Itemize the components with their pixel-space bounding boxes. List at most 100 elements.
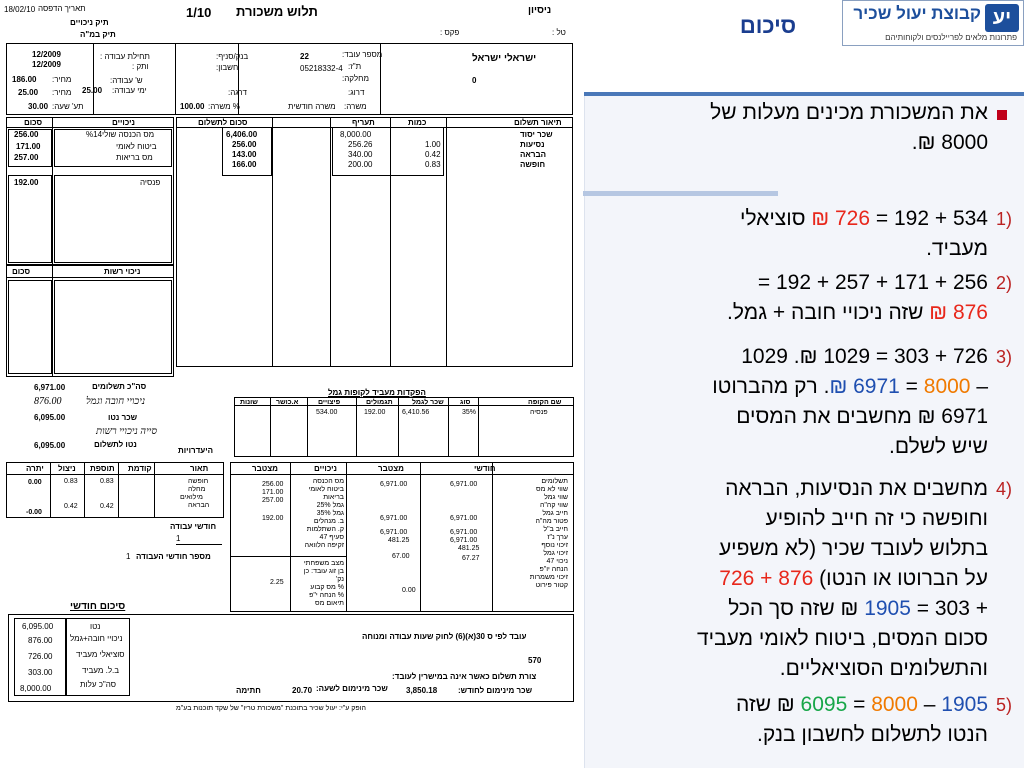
vac-header: ניצול xyxy=(58,464,76,473)
vac-prev: 0.42 xyxy=(64,503,78,510)
text-line: – 8000 = 6971 ₪. רק מהברוטו xyxy=(596,372,988,402)
pay-row-sum: 143.00 xyxy=(232,150,257,159)
cash-label: צורת תשלום כאשר אינה במישרין לעובד: xyxy=(392,672,537,681)
text-line: 876 ₪ שזה ניכויי חובה + גמל. xyxy=(596,298,988,328)
emp-label-3: מחלקה: xyxy=(342,74,369,83)
rate-label: תע' שעה: xyxy=(52,102,84,111)
emp-label-5: משרה: xyxy=(344,102,367,111)
emp-label-4: דרוג: xyxy=(348,88,365,97)
ded-header-desc: ניכויים xyxy=(112,118,135,127)
text-segment: סכום המסים, ביטוח לאומי מעביד xyxy=(697,627,988,650)
employee-box xyxy=(6,43,573,115)
summary-label: סה"כ עלות xyxy=(80,680,116,689)
pay-row-rate: 340.00 xyxy=(348,150,373,159)
total-label: נטו לתשלום xyxy=(94,440,137,449)
tax-info-table xyxy=(230,462,574,612)
print-date-label: תאריך הדפסה xyxy=(38,4,86,13)
text-segment: 6971 ₪ מחשבים את המסים xyxy=(736,405,988,428)
text-line: מחשבים את הנסיעות, הבראה xyxy=(596,474,988,504)
text-line: מעביד. xyxy=(596,234,988,264)
vac-header: יתרה xyxy=(26,464,44,473)
days-value: 25.00 xyxy=(82,86,103,95)
text-line: + 303 = 1905 ₪ שזה סך הכל xyxy=(596,594,988,624)
ded-row-sum: 171.00 xyxy=(16,142,41,151)
text-line: 534 + 192 = 726 ₪ סוציאלי xyxy=(596,204,988,234)
tax-cum: 6,971.00 xyxy=(380,515,408,522)
vac-header: תאור xyxy=(190,464,209,473)
tax-monthly: 67.27 xyxy=(462,555,480,562)
page-title: סיכום xyxy=(739,13,797,38)
text-segment: את המשכורת מכינים מעלות של xyxy=(710,101,988,124)
text-segment: 6971 ₪ xyxy=(829,375,900,398)
pay-header-rate: תעריף xyxy=(352,118,375,127)
text-line: בתלוש לעובד שכיר (לא משפיע xyxy=(596,534,988,564)
gemel-tag: 192.00 xyxy=(364,409,386,416)
page-number: 1/10 xyxy=(186,5,212,20)
total-value: 6,971.00 xyxy=(34,383,66,392)
text-line: סכום המסים, ביטוח לאומי מעביד xyxy=(596,624,988,654)
gemel-title: הפקדות מעביד לקופות גמל xyxy=(328,388,426,397)
tax-cum: 6,971.00 xyxy=(380,481,408,488)
list-item: 726 + 303 = 1029 ₪. 1029 – 8000 = 6971 ₪.… xyxy=(596,342,988,462)
text-segment: והתשלומים הסוציאליים. xyxy=(779,657,988,680)
ded-row-desc: מס בריאות xyxy=(116,153,153,162)
voluntary-table xyxy=(6,265,174,377)
bullet-icon xyxy=(997,110,1007,120)
gemel-name: פנסיה xyxy=(530,409,548,416)
summary-value: 6,095.00 xyxy=(22,622,54,631)
text-segment: 534 + 192 = xyxy=(870,207,988,230)
ded-row-desc: ביטוח לאומי xyxy=(116,142,157,151)
months-label: חודשי עבודה xyxy=(170,522,217,531)
total-value: 6,095.00 xyxy=(34,441,66,450)
signature-label: חתימה xyxy=(236,686,261,695)
gemel-salary: 6,410.56 xyxy=(402,409,430,416)
tax-monthly: 6,971.00 xyxy=(450,515,478,522)
start-value: 12/2009 xyxy=(32,50,61,59)
pay-row-desc: חופשה xyxy=(520,160,546,169)
text-segment: ₪ שזה סך הכל xyxy=(728,597,865,620)
pay-row-desc: שכר יסוד xyxy=(520,130,553,139)
tax-misc-labels: מצב משפחתי בן זוג עובד: כן נק'% מס קבוע% ה… xyxy=(303,560,344,607)
rate-value: 30.00 xyxy=(28,102,49,111)
pay-header-qty: כמות xyxy=(408,118,427,127)
gemel-header: שונות xyxy=(240,399,258,406)
vac-header: קודמת xyxy=(128,464,152,473)
print-date: 18/02/10 xyxy=(4,5,36,14)
total-value: 6,095.00 xyxy=(34,413,66,422)
mehir-label-1: מחיר: xyxy=(52,75,72,84)
gemel-header: שכר לגמל xyxy=(412,399,444,406)
min-hour-value: 20.70 xyxy=(292,686,313,695)
tax-cum: 481.25 xyxy=(388,537,410,544)
pay-row-qty: 0.42 xyxy=(425,150,441,159)
pct-label: % משרה: xyxy=(208,102,240,111)
vac-desc: מחלה xyxy=(188,486,206,493)
law-text: עובד לפי ס 30(א)(6) לחוק שעות עבודה ומנו… xyxy=(362,632,527,641)
days-label: ימי עבודה: xyxy=(112,86,147,95)
text-segment: שיש לשלם. xyxy=(889,435,988,458)
text-segment: = xyxy=(899,375,924,398)
text-segment: 1905 xyxy=(941,693,988,716)
tax-ded-value: 171.00 xyxy=(262,489,284,496)
vac-add: 0.83 xyxy=(100,478,114,485)
text-segment: + 303 = xyxy=(910,597,988,620)
pct-value: 100.00 xyxy=(180,102,205,111)
resh-header-desc: ניכוי רשות xyxy=(104,267,141,276)
list-number: 2) xyxy=(996,273,1013,293)
employee-name: ישראלי ישראל xyxy=(472,53,537,64)
list-number: 5) xyxy=(996,695,1013,715)
text-segment: 8000 xyxy=(923,375,971,398)
tax-monthly: 6,971.00 xyxy=(450,537,478,544)
text-segment: 256 + 171 + 257 + 192 = xyxy=(757,271,988,294)
text-segment: שזה ניכויי חובה + גמל. xyxy=(727,301,930,324)
text-segment: הנטו לתשלום לחשבון בנק. xyxy=(757,723,988,746)
tax-ded-value: 257.00 xyxy=(262,497,284,504)
tax-cum: 0.00 xyxy=(402,587,416,594)
intro-paragraph: את המשכורת מכינים מעלות של 8000 ₪. xyxy=(596,98,988,158)
list-number: 3) xyxy=(996,347,1013,367)
min-month-value: 3,850.18 xyxy=(406,686,438,695)
pension-desc: פנסיה xyxy=(140,178,161,187)
mehir-1: 186.00 xyxy=(12,75,37,84)
mehir-label-2: מחיר: xyxy=(52,88,72,97)
ded-row-sum: 257.00 xyxy=(14,153,39,162)
tax-ded-labels: מס הכנסה ביטוח לאומי בריאות גמל 25% גמל 35% ב… xyxy=(304,478,344,549)
